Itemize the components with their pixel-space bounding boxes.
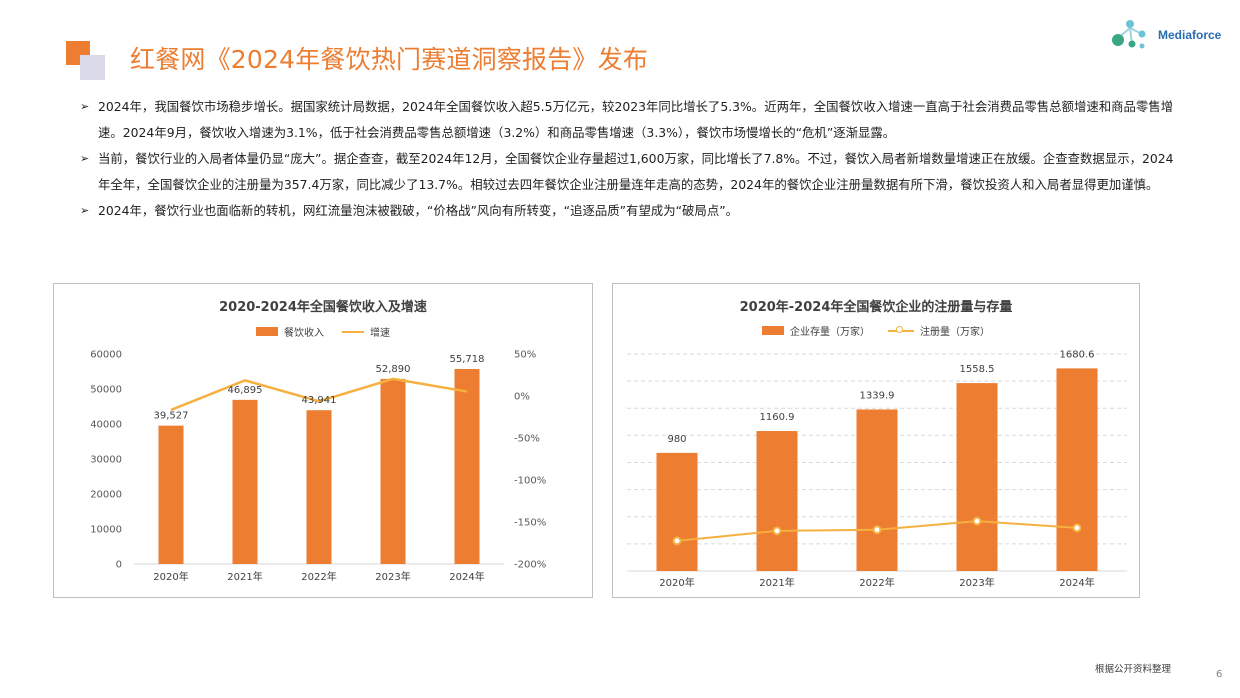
bar-value-label: 43,941	[302, 395, 337, 406]
revenue-chart-plot: 0 10000 20000 30000 40000 50000 60000 -200% -150…	[90, 350, 546, 584]
enterprise-chart-plot: 980 2020年 1160.9 2021年 1339.9 2022年 1558.5 2023…	[627, 349, 1127, 589]
revenue-chart-panel: 2020-2024年全国餐饮收入及增速 餐饮收入 增速 0 10000 20000 3…	[53, 283, 593, 598]
page-number: 6	[1216, 669, 1223, 680]
line-point	[872, 525, 882, 535]
legend-swatch-bar	[762, 326, 784, 335]
legend-item: 注册量（万家）	[888, 323, 990, 338]
legend-swatch-line	[342, 330, 364, 333]
y2-tick-label: 50%	[514, 350, 536, 361]
x-tick-label: 2023年	[959, 576, 994, 589]
x-tick-label: 2023年	[375, 570, 410, 583]
brand-name: Mediaforce	[1158, 28, 1222, 42]
x-tick-label: 2021年	[759, 576, 794, 589]
y-tick-label: 40000	[90, 420, 122, 431]
legend-item: 增速	[342, 324, 390, 339]
y-tick-label: 10000	[90, 525, 122, 536]
brand-logo: Mediaforce	[1108, 16, 1228, 52]
chart-title: 2020年-2024年全国餐饮企业的注册量与存量	[739, 300, 1013, 315]
bullet-item: ➢ 2024年，我国餐饮市场稳步增长。据国家统计局数据，2024年全国餐饮收入超…	[80, 94, 1180, 146]
y2-tick-label: -150%	[514, 518, 546, 529]
arrow-bullet-icon: ➢	[80, 100, 90, 113]
y-tick-label: 20000	[90, 490, 122, 501]
x-tick-label: 2024年	[449, 570, 484, 583]
bar	[232, 399, 258, 564]
bar	[380, 378, 406, 564]
bar	[306, 410, 332, 564]
x-tick-label: 2020年	[659, 576, 694, 589]
bullet-text: 2024年，我国餐饮市场稳步增长。据国家统计局数据，2024年全国餐饮收入超5.…	[98, 99, 1174, 140]
legend-item: 餐饮收入	[256, 324, 324, 339]
bar	[656, 452, 698, 571]
y2-tick-label: 0%	[514, 392, 530, 403]
chart-legend: 餐饮收入 增速	[54, 324, 592, 339]
bar	[454, 368, 480, 564]
bullet-text: 当前，餐饮行业的入局者体量仍显“庞大”。据企查查，截至2024年12月，全国餐饮…	[98, 151, 1174, 192]
y2-tick-label: -200%	[514, 560, 546, 571]
line-point	[672, 536, 682, 546]
x-tick-label: 2021年	[227, 570, 262, 583]
chart-title: 2020-2024年全国餐饮收入及增速	[219, 300, 427, 315]
bullet-item: ➢ 2024年，餐饮行业也面临新的转机，网红流量泡沫被戳破，“价格战”风向有所转…	[80, 198, 1180, 224]
bar-value-label: 1160.9	[760, 412, 795, 423]
bar-value-label: 46,895	[228, 385, 263, 396]
legend-label: 增速	[370, 328, 390, 339]
bar-value-label: 1558.5	[960, 364, 995, 375]
bar-value-label: 39,527	[154, 411, 189, 422]
y-tick-label: 0	[116, 560, 122, 571]
legend-swatch-bar	[256, 327, 278, 336]
chart-legend: 企业存量（万家） 注册量（万家）	[613, 323, 1139, 338]
enterprise-chart-panel: 2020年-2024年全国餐饮企业的注册量与存量 企业存量（万家） 注册量（万家…	[612, 283, 1140, 598]
legend-label: 餐饮收入	[284, 328, 324, 339]
bar	[956, 383, 998, 571]
growth-line	[170, 377, 468, 412]
x-tick-label: 2022年	[859, 576, 894, 589]
arrow-bullet-icon: ➢	[80, 204, 90, 217]
line-point	[1072, 523, 1082, 533]
legend-item: 企业存量（万家）	[762, 323, 870, 338]
x-tick-label: 2020年	[153, 570, 188, 583]
legend-swatch-line	[888, 325, 914, 333]
legend-label: 注册量（万家）	[920, 327, 990, 338]
bar-value-label: 52,890	[376, 364, 411, 375]
source-note: 根据公开资料整理	[1095, 664, 1172, 675]
arrow-bullet-icon: ➢	[80, 152, 90, 165]
bar-value-label: 1680.6	[1060, 349, 1095, 360]
bar	[856, 409, 898, 571]
bar	[1056, 368, 1098, 571]
y2-tick-label: -50%	[514, 434, 540, 445]
y-tick-label: 30000	[90, 455, 122, 466]
y2-tick-label: -100%	[514, 476, 546, 487]
bar-value-label: 980	[667, 434, 686, 445]
line-point	[772, 526, 782, 536]
legend-label: 企业存量（万家）	[790, 327, 870, 338]
x-tick-label: 2024年	[1059, 576, 1094, 589]
bullet-text: 2024年，餐饮行业也面临新的转机，网红流量泡沫被戳破，“价格战”风向有所转变，…	[98, 203, 739, 218]
bullet-item: ➢ 当前，餐饮行业的入局者体量仍显“庞大”。据企查查，截至2024年12月，全国…	[80, 146, 1180, 198]
y-tick-label: 50000	[90, 385, 122, 396]
bullet-list: ➢ 2024年，我国餐饮市场稳步增长。据国家统计局数据，2024年全国餐饮收入超…	[80, 94, 1180, 224]
bar	[756, 431, 798, 571]
line-point	[972, 516, 982, 526]
bar-value-label: 1339.9	[860, 390, 895, 401]
bar-value-label: 55,718	[450, 354, 485, 365]
title-logo-mark	[66, 41, 106, 81]
y-tick-label: 60000	[90, 350, 122, 361]
molecule-icon	[1112, 20, 1146, 49]
x-tick-label: 2022年	[301, 570, 336, 583]
page-title: 红餐网《2024年餐饮热门赛道洞察报告》发布	[130, 45, 649, 74]
bar	[158, 425, 184, 564]
